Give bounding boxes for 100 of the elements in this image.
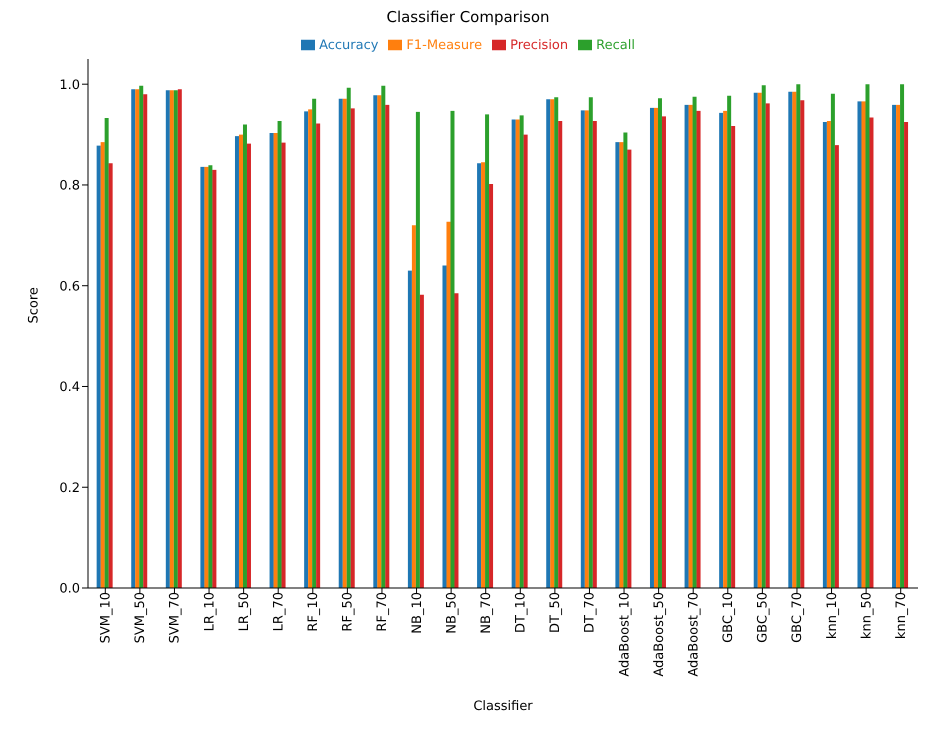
bar — [489, 184, 494, 588]
bar — [96, 146, 101, 588]
bar — [580, 110, 585, 588]
bar — [454, 293, 458, 588]
bar — [234, 136, 239, 588]
bar — [131, 89, 136, 588]
bar — [857, 101, 862, 588]
bar — [892, 104, 896, 588]
y-tick-label: 0.2 — [59, 480, 80, 496]
bar — [485, 114, 490, 588]
bar — [796, 84, 800, 588]
bar — [342, 98, 347, 588]
bar — [861, 101, 866, 588]
bar — [550, 99, 554, 588]
bar — [512, 119, 516, 588]
x-tick-label: AdaBoost_70 — [686, 592, 702, 677]
bar — [139, 86, 144, 588]
x-tick-label: DT_10 — [514, 592, 529, 633]
chart-title: Classifier Comparison — [385, 8, 551, 26]
x-tick-label: SVM_70 — [168, 592, 183, 644]
y-tick-label: 0.8 — [59, 178, 80, 194]
bar — [135, 89, 140, 588]
x-tick-label: GBC_50 — [756, 592, 771, 643]
bar — [477, 163, 482, 588]
bar — [282, 142, 286, 588]
legend-label: Precision — [510, 38, 568, 53]
bar — [554, 97, 558, 588]
bar — [200, 166, 204, 588]
bar — [658, 98, 662, 588]
x-tick-label: knn_10 — [824, 592, 840, 640]
bar — [100, 142, 105, 588]
x-tick-label: NB_50 — [444, 592, 460, 634]
x-tick-label: knn_70 — [894, 592, 909, 640]
bar — [869, 117, 874, 588]
y-tick-label: 0.6 — [59, 279, 80, 294]
bar — [584, 110, 589, 588]
bar — [278, 120, 282, 588]
x-tick-label: LR_50 — [236, 592, 252, 632]
bar — [178, 89, 182, 588]
bar — [696, 110, 701, 588]
bar — [208, 165, 212, 588]
bar — [865, 84, 870, 588]
x-axis-title: Classifier — [473, 699, 534, 714]
bar — [212, 170, 216, 588]
bar — [338, 98, 343, 588]
x-tick-label: LR_10 — [202, 592, 218, 632]
bar — [238, 134, 243, 588]
legend-label: F1-Measure — [406, 38, 482, 53]
bar — [615, 142, 620, 588]
bar — [108, 163, 113, 588]
bar — [754, 92, 758, 588]
x-tick-label: AdaBoost_10 — [617, 592, 632, 677]
bar — [170, 90, 174, 588]
bar — [792, 92, 796, 588]
bar — [524, 134, 528, 588]
x-tick-label: RF_70 — [375, 592, 390, 632]
bar — [623, 132, 628, 588]
bar — [627, 150, 632, 588]
bar — [684, 104, 689, 588]
bar — [242, 124, 247, 588]
bar — [619, 142, 624, 588]
bar — [246, 144, 251, 588]
bar — [788, 92, 792, 588]
bar — [270, 133, 274, 588]
bar — [546, 99, 550, 588]
bar — [166, 90, 170, 588]
bar — [727, 96, 732, 588]
bar — [308, 109, 312, 588]
x-tick-label: AdaBoost_50 — [652, 592, 667, 677]
y-tick-label: 1.0 — [59, 78, 80, 93]
bar — [900, 84, 904, 588]
bar — [420, 294, 424, 588]
bar — [654, 108, 658, 588]
x-tick-label: SVM_50 — [133, 592, 148, 644]
bar — [442, 266, 446, 588]
bar — [822, 122, 827, 588]
bar — [723, 110, 728, 588]
x-tick-label: LR_70 — [271, 592, 286, 632]
bar — [377, 95, 382, 588]
y-tick-label: 0.4 — [59, 380, 80, 396]
y-tick-label: 0.0 — [59, 582, 80, 597]
bar — [904, 122, 908, 588]
bar — [766, 103, 770, 588]
bar — [385, 104, 390, 588]
bar — [588, 97, 593, 588]
x-tick-label: NB_70 — [478, 592, 494, 634]
bar — [516, 119, 520, 588]
legend-label: Recall — [596, 38, 635, 53]
bar — [416, 112, 420, 588]
x-tick-label: knn_50 — [859, 592, 874, 640]
bar — [896, 104, 900, 588]
bar — [304, 111, 308, 588]
bar — [408, 270, 412, 588]
bar — [662, 116, 666, 588]
x-tick-label: DT_50 — [548, 592, 564, 633]
bar — [381, 86, 386, 588]
bar — [558, 120, 562, 588]
bar — [650, 108, 654, 588]
bar — [800, 100, 804, 588]
bar — [450, 110, 454, 588]
